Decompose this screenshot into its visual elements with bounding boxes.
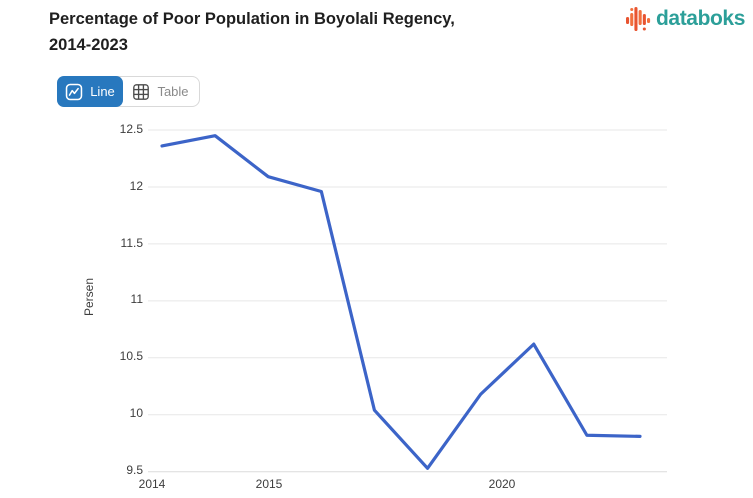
page-title-line1: Percentage of Poor Population in Boyolal… [49,10,455,28]
y-axis-title: Persen [82,277,96,317]
table-view-label: Table [157,84,189,99]
x-tick-label-2014: 2014 [138,477,166,491]
x-tick-label-2015: 2015 [255,477,283,491]
y-tick-label-9-5: 9.5 [126,463,143,477]
y-tick-label-12-5: 12.5 [119,122,143,136]
line-view-label: Line [90,84,115,99]
line-view-button[interactable]: Line [57,76,123,107]
series-line[interactable] [160,134,642,470]
brand-name: databoks [656,7,745,30]
y-tick-label-10-5: 10.5 [119,349,143,363]
brand-logo: databoks [626,6,745,32]
y-tick-label-12: 12 [129,179,143,193]
line-chart-icon [65,83,83,101]
x-tick-label-2020: 2020 [488,477,516,491]
y-tick-label-11-5: 11.5 [120,236,143,250]
y-tick-label-10: 10 [129,406,143,420]
y-tick-label-11: 11 [130,292,143,306]
table-view-button[interactable]: Table [122,77,199,106]
databoks-bars-icon [626,6,653,32]
page-title-line2: 2014-2023 [49,35,128,54]
page-title: Percentage of Poor Population in Boyolal… [49,7,609,58]
table-grid-icon [132,83,150,101]
view-toggle: Line Table [57,76,200,107]
